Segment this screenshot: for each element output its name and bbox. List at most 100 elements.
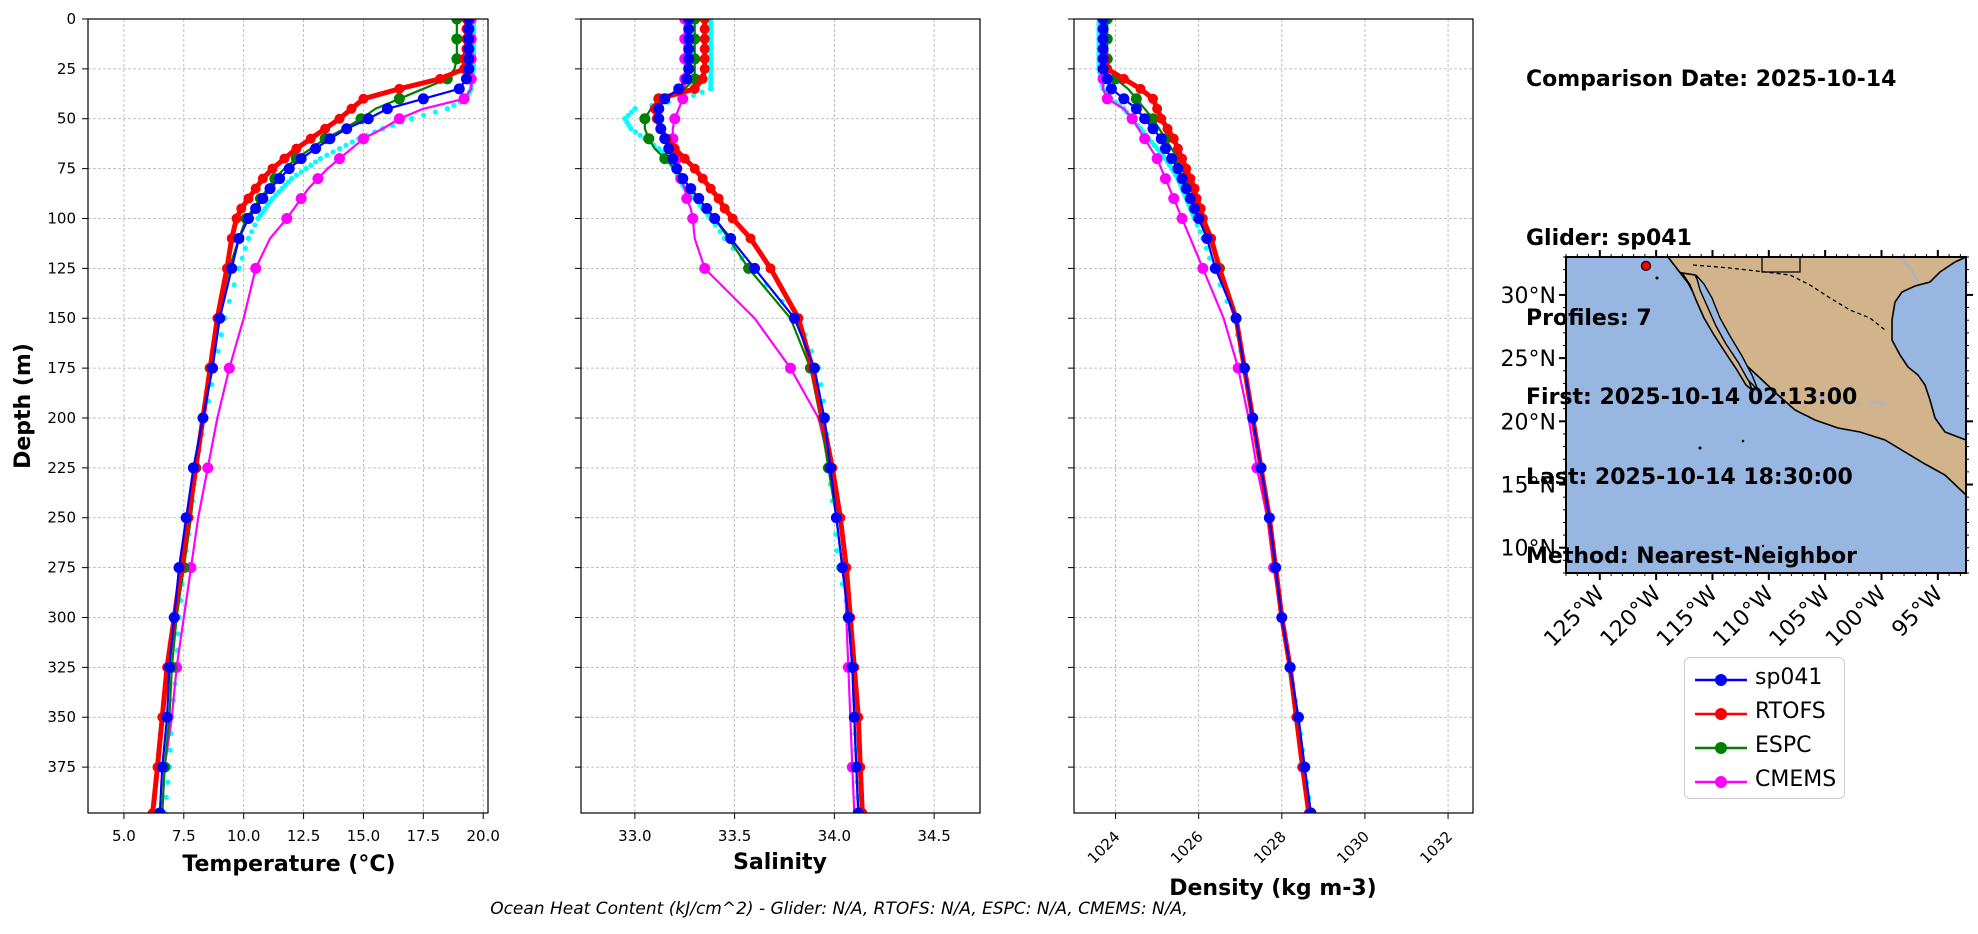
dens-point-sp041 [1184,193,1196,205]
sal-point-cmems [687,212,699,224]
dens-point-sp041 [1097,53,1109,65]
map-land-mexico [1666,256,1967,497]
dens-point-rtofs [1177,153,1188,164]
map-frame [1565,256,1967,574]
dens-point-sp041 [1189,203,1201,215]
temp-point-espc [451,53,463,65]
temp-scatter-point [245,235,252,242]
depth-tick-label: 375 [47,758,76,776]
temp-point-rtofs [231,213,242,224]
density-panel: 1024 1026 1028 1030 1032 [1068,18,1474,868]
dens-point-sp041 [1180,183,1192,195]
temp-point-sp041 [163,661,175,673]
temp-scatter-point [298,169,304,175]
first-time: First: 2025-10-14 02:13:00 [1526,385,1858,410]
comparison-date: Comparison Date: 2025-10-14 [1526,67,1897,92]
sal-point-rtofs [689,83,700,94]
dens-point-sp041 [1299,761,1311,773]
sal-point-rtofs [713,193,724,204]
sal-scatter-point [818,381,824,388]
temp-point-rtofs [305,133,316,144]
temp-scatter-point [249,229,255,235]
temp-point-sp041 [362,113,374,125]
sal-scatter-point [637,132,643,138]
map-island-1 [1655,276,1659,280]
temp-scatter-point [293,172,300,178]
legend-label-sp041: sp041 [1755,665,1823,690]
temp-scatter-point [317,156,323,162]
map-lat-label: 25°N [1501,347,1556,372]
temp-point-sp041 [257,193,269,205]
sal-point-sp041 [848,711,860,723]
temp-point-sp041 [295,153,307,165]
temp-scatter-point [252,222,258,228]
temp-scatter-point [349,139,355,145]
sal-scatter-point [625,112,631,118]
depth-tick-label: 75 [57,160,76,178]
sal-point-cmems [677,93,689,105]
temp-point-rtofs [394,83,405,94]
sal-point-cmems [669,113,681,125]
sal-point-sp041 [749,262,761,274]
legend-entry-rtofs: RTOFS [1685,696,1844,730]
legend-swatch-rtofs [1695,708,1747,720]
dens-point-sp041 [1101,73,1113,85]
depth-tick-label: 50 [57,110,76,128]
temp-scatter-point [408,116,414,122]
dens-point-cmems [1101,93,1113,105]
temp-scatter-point [282,182,288,188]
footer-ohc: Ocean Heat Content (kJ/cm^2) - Glider: N… [0,899,1978,919]
temp-scatter-point [420,112,427,118]
temp-scatter-point [215,348,221,354]
depth-tick-label: 200 [47,409,76,427]
temp-point-sp041 [207,362,219,374]
temp-xtick-label: 17.5 [407,827,440,845]
temp-point-sp041 [460,73,472,85]
dens-point-espc [1147,113,1159,125]
dens-xtick-label: 1032 [1416,828,1456,868]
temp-point-sp041 [168,611,180,623]
sal-point-sp041 [850,761,862,773]
sal-point-sp041 [788,312,800,324]
sal-point-sp041 [709,212,721,224]
dens-point-rtofs [1156,113,1167,124]
sal-point-sp041 [683,33,695,45]
temp-point-sp041 [324,133,336,145]
dens-point-cmems [1151,153,1163,165]
last-time: Last: 2025-10-14 18:30:00 [1526,464,1853,490]
dens-point-rtofs [1185,173,1196,184]
temp-scatter-point [336,146,343,152]
temperature-axis-label: Temperature (°C) [182,852,395,877]
sal-xtick-label: 34.0 [818,827,851,845]
temp-scatter-point [236,265,242,271]
sal-point-espc [659,153,671,165]
sal-point-sp041 [836,562,848,574]
temp-point-sp041 [453,83,465,95]
sal-point-sp041 [842,611,854,623]
sal-point-sp041 [673,83,685,95]
sal-point-espc [639,113,651,125]
temp-scatter-point [175,631,181,637]
temp-point-espc [393,93,405,105]
dens-point-sp041 [1172,163,1184,175]
temperature-panel: 5.0 7.5 10.0 12.5 15.0 17.5 20.0 0 25 50 75 100 125 1… [47,10,500,845]
legend-entry-sp041: sp041 [1685,662,1844,696]
temp-point-sp041 [242,212,254,224]
temp-point-sp041 [463,53,475,65]
sal-point-rtofs [699,53,710,64]
sal-point-sp041 [677,173,689,185]
dens-point-rtofs [1172,143,1183,154]
sal-point-sp041 [818,412,830,424]
dens-point-sp041 [1209,262,1221,274]
temp-point-rtofs [267,163,278,174]
temp-xtick-label: 15.0 [347,827,380,845]
temp-point-cmems [295,193,307,205]
dens-point-sp041 [1263,512,1275,524]
temp-xtick-label: 12.5 [287,827,320,845]
temp-point-sp041 [341,123,353,135]
temp-point-sp041 [233,232,245,244]
depth-tick-label: 125 [47,259,76,277]
dens-point-rtofs [1118,73,1129,84]
dens-xtick-label: 1024 [1084,828,1124,868]
